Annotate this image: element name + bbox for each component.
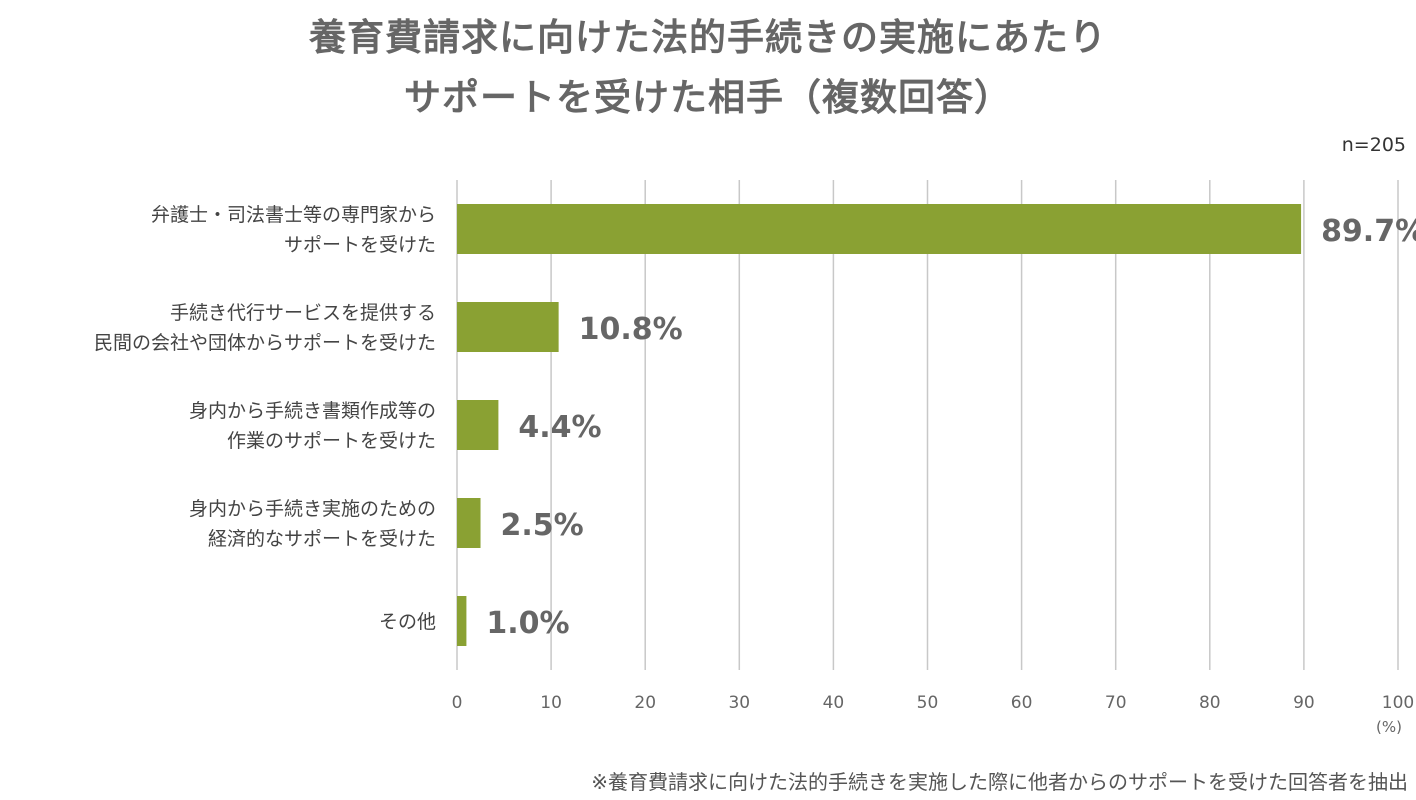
x-tick-label: 0: [452, 693, 463, 713]
category-label: 経済的なサポートを受けた: [208, 528, 436, 550]
x-tick-label: 40: [823, 693, 845, 713]
x-axis-unit-label: (%): [1376, 718, 1402, 736]
category-label: 弁護士・司法書士等の専門家から: [151, 204, 436, 226]
bar: [457, 204, 1302, 254]
x-tick-label: 80: [1199, 693, 1221, 713]
chart-title-line-2: サポートを受けた相手（複数回答）: [404, 76, 1012, 119]
category-label: サポートを受けた: [284, 234, 436, 256]
chart-title-line-1: 養育費請求に向けた法的手続きの実施にあたり: [309, 16, 1107, 59]
x-tick-label: 90: [1293, 693, 1315, 713]
category-label: 手続き代行サービスを提供する: [170, 302, 436, 324]
bar-value-label: 2.5%: [501, 508, 584, 543]
bar: [457, 302, 559, 352]
bar-value-label: 10.8%: [579, 312, 683, 347]
category-label: 身内から手続き実施のための: [189, 498, 436, 520]
bar-value-label: 4.4%: [518, 410, 601, 445]
bar-value-label: 89.7%: [1321, 214, 1416, 249]
x-tick-label: 70: [1105, 693, 1127, 713]
x-tick-label: 20: [634, 693, 656, 713]
bar: [457, 596, 467, 646]
bar: [457, 498, 481, 548]
category-label: 民間の会社や団体からサポートを受けた: [94, 332, 436, 354]
x-tick-label: 30: [728, 693, 750, 713]
category-label: 作業のサポートを受けた: [227, 430, 436, 452]
x-tick-label: 10: [540, 693, 562, 713]
sample-size-label: n=205: [1341, 134, 1406, 156]
bar-value-label: 1.0%: [486, 606, 569, 641]
chart-title: 養育費請求に向けた法的手続きの実施にあたり サポートを受けた相手（複数回答）: [0, 8, 1416, 128]
footnote: ※養育費請求に向けた法的手続きを実施した際に他者からのサポートを受けた回答者を抽…: [591, 770, 1408, 794]
x-tick-label: 60: [1011, 693, 1033, 713]
x-tick-label: 100: [1382, 693, 1414, 713]
category-label: 身内から手続き書類作成等の: [189, 400, 436, 422]
category-label: その他: [379, 611, 436, 633]
x-tick-label: 50: [917, 693, 939, 713]
bar: [457, 400, 499, 450]
